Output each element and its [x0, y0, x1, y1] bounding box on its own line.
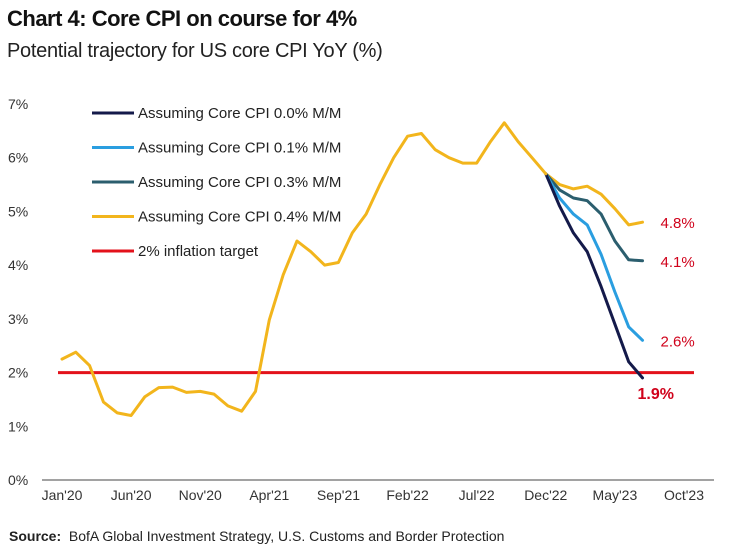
- x-tick-label: Oct'23: [664, 487, 704, 503]
- legend-label-4: 2% inflation target: [138, 243, 259, 260]
- series-line-2: [544, 172, 644, 263]
- y-tick-label: 2%: [8, 365, 28, 381]
- y-tick-label: 6%: [8, 150, 28, 166]
- end-label-1: 2.6%: [661, 333, 695, 350]
- x-tick-label: Apr'21: [249, 487, 289, 503]
- x-tick-label: Jan'20: [42, 487, 83, 503]
- chart-title: Chart 4: Core CPI on course for 4%: [7, 6, 357, 31]
- historical-line: [60, 121, 548, 417]
- x-tick-label: Nov'20: [179, 487, 222, 503]
- legend-label-1: Assuming Core CPI 0.1% M/M: [138, 140, 341, 157]
- chart-canvas: 0% 1% 2% 3% 4% 5% 6% 7% Jan'20 Jun'20 Nov'20 Apr'2…: [8, 96, 714, 503]
- x-tick-label: Dec'22: [524, 487, 567, 503]
- y-tick-label: 4%: [8, 257, 28, 273]
- series-line-3: [544, 172, 644, 227]
- legend-label-3: Assuming Core CPI 0.4% M/M: [138, 209, 341, 226]
- legend: Assuming Core CPI 0.0% M/M Assuming Core …: [92, 105, 341, 260]
- x-tick-label: Jun'20: [111, 487, 152, 503]
- x-tick-label: Sep'21: [317, 487, 360, 503]
- end-labels-layer: 1.9% 2.6% 4.1% 4.8%: [638, 215, 695, 403]
- end-label-3: 4.8%: [661, 215, 695, 232]
- y-axis: 0% 1% 2% 3% 4% 5% 6% 7%: [8, 96, 28, 488]
- x-tick-label: Feb'22: [386, 487, 429, 503]
- y-tick-label: 3%: [8, 311, 28, 327]
- y-tick-label: 1%: [8, 418, 28, 434]
- x-tick-label: Jul'22: [459, 487, 495, 503]
- series-line-1: [544, 172, 644, 342]
- source-label: Source:: [9, 528, 62, 544]
- legend-label-2: Assuming Core CPI 0.3% M/M: [138, 174, 341, 191]
- y-tick-label: 0%: [8, 472, 28, 488]
- y-tick-label: 7%: [8, 96, 28, 112]
- x-axis: Jan'20 Jun'20 Nov'20 Apr'21 Sep'21 Feb'22 Jul'…: [42, 479, 714, 503]
- chart-subtitle: Potential trajectory for US core CPI YoY…: [7, 40, 383, 62]
- series-line-0: [544, 172, 644, 380]
- end-label-2: 4.1%: [661, 254, 695, 271]
- end-label-0: 1.9%: [638, 386, 674, 403]
- source-text: BofA Global Investment Strategy, U.S. Cu…: [68, 528, 505, 544]
- x-tick-label: May'23: [593, 487, 638, 503]
- y-tick-label: 5%: [8, 203, 28, 219]
- source-note: Source: BofA Global Investment Strategy,…: [9, 528, 504, 544]
- legend-label-0: Assuming Core CPI 0.0% M/M: [138, 105, 341, 122]
- series-layer: [60, 121, 644, 417]
